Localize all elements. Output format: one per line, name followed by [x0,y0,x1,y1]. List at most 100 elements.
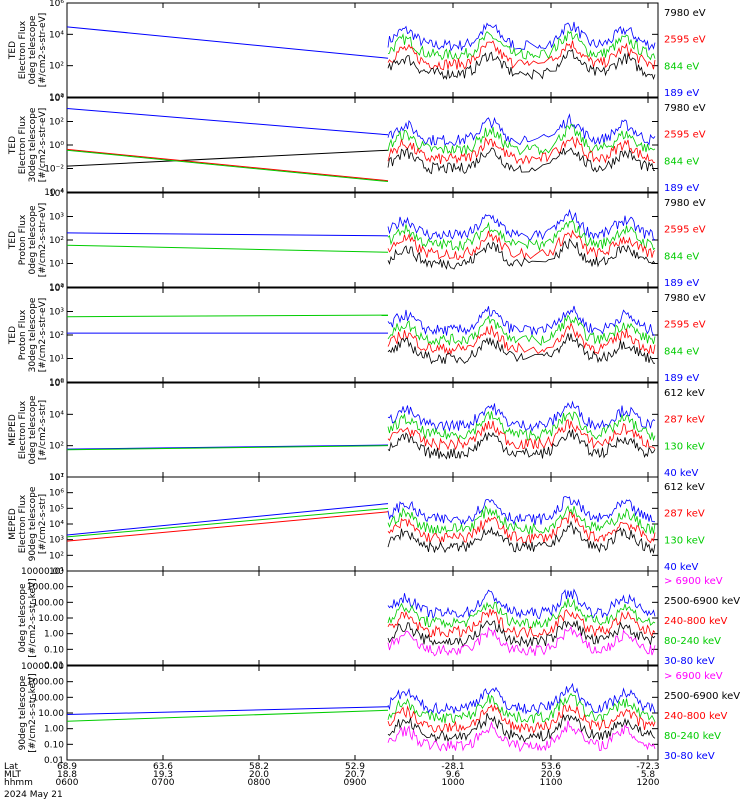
y-tick-label: 0.01 [44,661,64,671]
legend-entry: 2595 eV [664,225,706,236]
y-tick-label: 1.00 [44,630,64,640]
x-tick-label: 20.9 [541,770,561,780]
y-axis-label-line: Electron Flux [18,494,28,553]
y-tick-label: 10⁻² [44,165,64,175]
y-axis-label-line: 30deg telescope [28,107,38,182]
series-line [387,429,656,460]
series-line [387,400,656,433]
y-tick-label: 10000.00 [21,567,64,577]
x-tick-label: 1200 [637,778,660,788]
date-label: 2024 May 21 [4,790,63,800]
legend-entry: 189 eV [664,183,699,194]
x-tick-label: 0900 [344,778,367,788]
x-tick-label: 52.9 [345,762,365,772]
legend-entry: 80-240 keV [664,731,721,742]
series-baseline [66,709,389,722]
legend-entry: > 6900 keV [664,576,723,587]
x-tick-label: 0600 [56,778,79,788]
legend-entry: 7980 eV [664,198,706,209]
series-baseline [66,149,389,167]
y-tick-label: 10⁴ [49,189,64,199]
y-axis-label-line: Electron Flux [18,115,28,174]
series-line [387,322,656,355]
y-tick-label: 10² [49,236,64,246]
x-tick-label: 1000 [442,778,465,788]
y-tick-label: 10⁰ [49,93,64,103]
y-axis-label-line: [#/cm2-s-str-eV] [38,108,48,183]
series-line [387,113,656,147]
y-axis-label: TEDElectron Flux0deg telescope[#/cm2-s-s… [8,13,48,88]
series-line [387,30,656,61]
y-tick-label: 10³ [49,213,64,223]
x-tick-label: 20.7 [345,770,365,780]
series-baseline [66,511,389,542]
legend-entry: 287 keV [664,509,705,520]
legend-entry: 2500-6900 keV [664,691,740,702]
x-tick-label: 18.8 [57,770,77,780]
y-tick-label: 10⁴ [49,94,64,104]
x-tick-label: 5.8 [641,770,656,780]
y-axis-label-line: MEPED [8,414,18,446]
legend-entry: 7980 eV [664,103,706,114]
series-line [387,682,656,715]
y-tick-label: 10⁻⁴ [44,188,64,198]
x-tick-label: 63.6 [153,762,173,772]
legend-entry: 287 keV [664,415,705,426]
y-tick-label: 10² [49,442,64,452]
legend-entry: 240-800 keV [664,616,728,627]
series-line [387,333,656,365]
y-axis-label-line: [#/cm2-s-str-keV] [28,578,38,657]
legend-entry: 30-80 keV [664,656,715,667]
panel-frame [66,2,659,98]
y-tick-label: 10¹ [49,567,64,577]
legend-entry: 612 keV [664,482,705,493]
y-tick-label: 10.00 [38,614,64,624]
y-axis-label: TEDProton Flux0deg telescope[#/cm2-s-str… [8,203,48,278]
x-tick-label: -72.3 [636,762,659,772]
y-axis-label: 0deg telescope[#/cm2-s-str-keV] [18,578,38,657]
y-tick-label: 10³ [49,308,64,318]
series-line [387,229,656,261]
series-line [387,520,656,555]
series-baseline [66,706,389,716]
y-axis-label-line: 0deg telescope [28,395,38,465]
y-axis-label: 90deg telescope[#/cm2-s-str-keV] [18,673,38,752]
x-tick-label: 9.6 [446,770,461,780]
y-axis-label-line: TED [8,326,18,345]
series-line [387,720,656,753]
legend-entry: 80-240 keV [664,636,721,647]
y-axis-label-line: [#/cm2-s-str-eV] [38,298,48,373]
series-line [387,219,656,252]
legend-entry: 7980 eV [664,8,706,19]
series-baseline [66,445,389,451]
panel-frame [66,476,659,572]
series-line [387,712,656,743]
x-tick-label: 1100 [540,778,563,788]
y-axis-label: TEDElectron Flux30deg telescope[#/cm2-s-… [8,107,48,182]
legend-entry: 189 eV [664,373,699,384]
y-axis-label-line: Proton Flux [18,309,28,360]
y-axis-label-line: [#/cm2-s-str] [38,400,48,460]
y-tick-label: 10⁴ [49,520,64,530]
y-axis-label-line: [#/cm2-s-str-eV] [38,13,48,88]
legend-entry: 844 eV [664,346,699,357]
x-tick-label: 0800 [248,778,271,788]
panel-2: 10⁴ 10² 10⁰ 10⁻² 10⁻⁴ TEDElectron Flux30deg t… [8,94,706,198]
y-axis-label: TEDProton Flux30deg telescope[#/cm2-s-st… [8,297,48,372]
y-tick-label: 10⁴ [49,410,64,420]
series-line [387,692,656,724]
y-axis-label-line: 0deg telescope [28,205,38,275]
y-tick-label: 10.00 [38,709,64,719]
series-baseline [66,503,389,536]
y-axis-label-line: [#/cm2-s-str-keV] [28,673,38,752]
y-tick-label: 10000.00 [21,662,64,672]
y-axis-label-line: 0deg telescope [18,583,28,653]
y-tick-label: 10⁴ [49,30,64,40]
y-axis-label-line: Electron Flux [18,20,28,79]
y-axis-label-line: TED [8,41,18,60]
series-baseline [66,148,389,182]
series-line [387,208,656,241]
